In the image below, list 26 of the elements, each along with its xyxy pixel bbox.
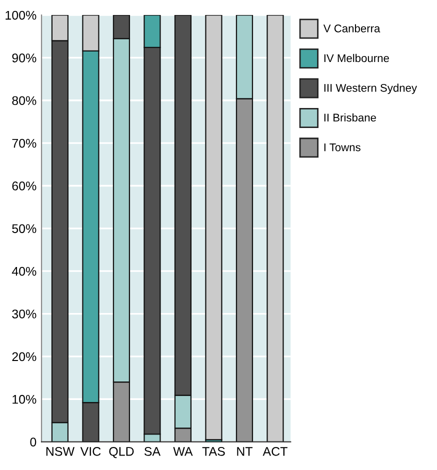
bar [266,15,284,442]
y-tick-label: 90% [12,54,36,62]
y-tick-label: 50% [12,224,36,234]
x-tick-label: SA [144,446,161,456]
x-tick-label: WA [173,447,193,456]
bar [205,15,222,440]
y-tick-label: 20% [12,352,36,362]
legend-label: I Towns [324,144,360,152]
y-tick-label: 30% [12,310,36,318]
x-tick-label: VIC [80,446,101,456]
x-tick-label: ACT [262,446,288,456]
y-tick-label: 0 [30,438,36,446]
y-tick-label: 60% [12,182,36,190]
y-tick-label: 40% [12,266,36,276]
x-tick-label: NSW [46,446,75,456]
x-tick-label: QLD [109,446,134,458]
legend-label: III Western Sydney [324,84,418,94]
y-tick-label: 70% [12,138,36,148]
y-tick-label: 80% [12,96,36,106]
y-tick-label: 100% [6,10,36,20]
legend-label: V Canberra [323,24,380,32]
x-tick-label: TAS [202,446,225,456]
y-tick-label: 10% [12,394,36,404]
x-tick-label: NT [237,447,253,456]
legend-label: IV Melbourne [324,54,389,62]
legend-label: II Brisbane [324,113,376,122]
